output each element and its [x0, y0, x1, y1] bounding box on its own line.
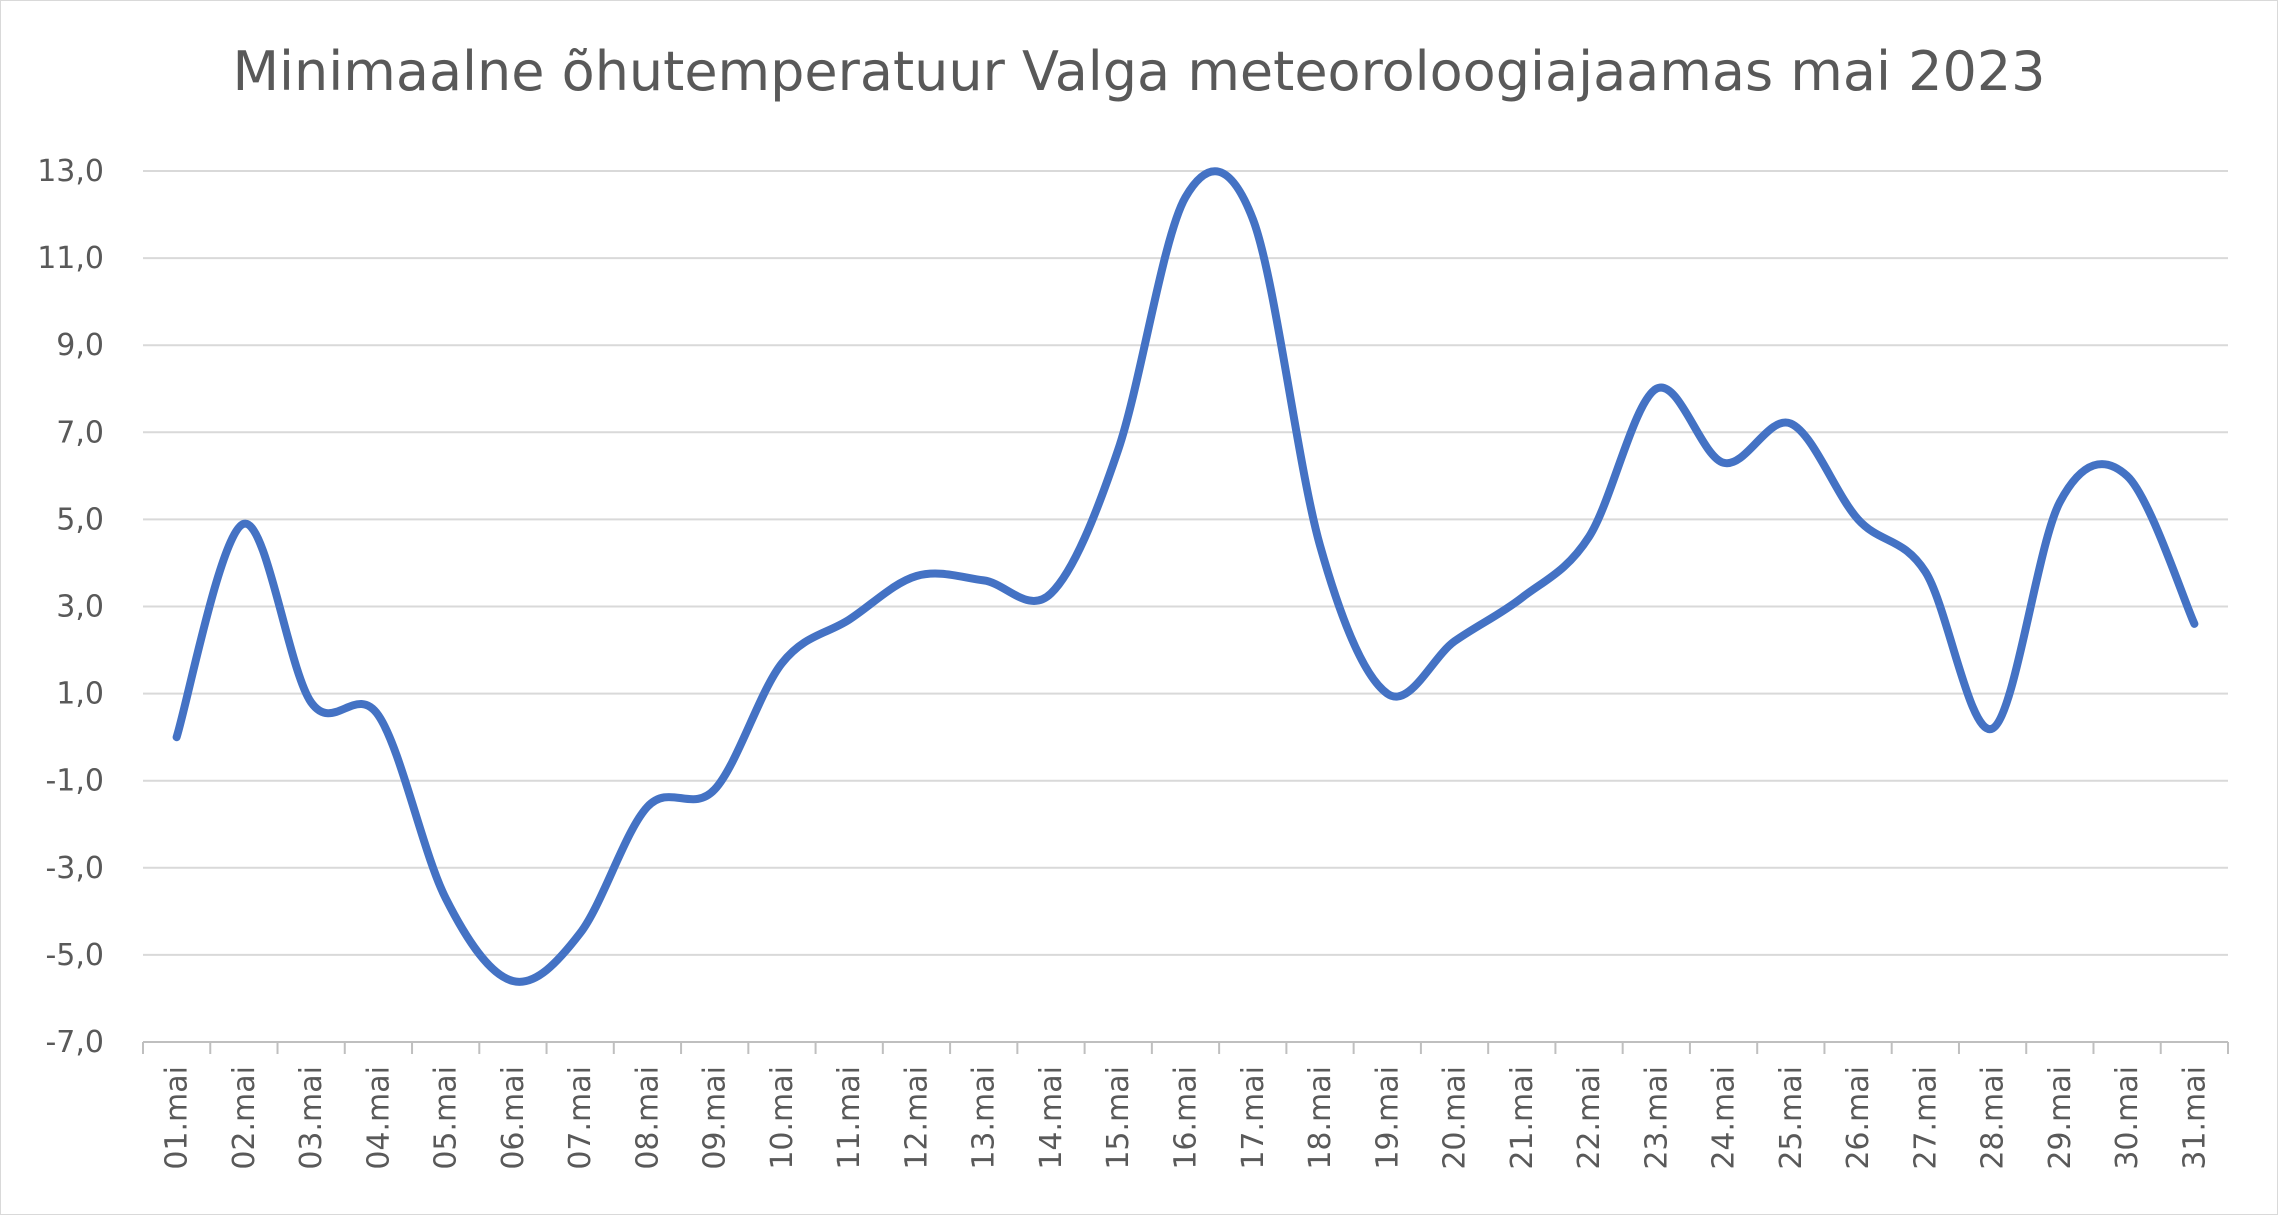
x-tick-label: 26.mai [1841, 1066, 1876, 1170]
x-tick-label: 20.mai [1438, 1066, 1473, 1170]
x-tick-label: 06.mai [496, 1066, 531, 1170]
y-tick-label: -5,0 [45, 938, 104, 973]
x-tick-label: 13.mai [967, 1066, 1002, 1170]
x-tick-label: 30.mai [2110, 1066, 2145, 1170]
x-tick-label: 28.mai [1976, 1066, 2011, 1170]
data-point [1383, 690, 1391, 698]
x-tick-label: 17.mai [1236, 1066, 1271, 1170]
axes [142, 1041, 2229, 1054]
x-tick-label: 24.mai [1707, 1066, 1742, 1170]
y-tick-label: -1,0 [45, 764, 104, 799]
data-point [1921, 568, 1929, 576]
x-tick-label: 01.mai [160, 1066, 195, 1170]
x-tick-label: 04.mai [361, 1066, 396, 1170]
x-tick-label: 12.mai [899, 1066, 934, 1170]
data-point [1114, 446, 1122, 454]
data-point [576, 929, 584, 937]
x-tick-label: 19.mai [1370, 1066, 1405, 1170]
x-tick-label: 25.mai [1774, 1066, 1809, 1170]
data-point [1451, 637, 1459, 645]
data-point [442, 894, 450, 902]
x-tick-label: 18.mai [1303, 1066, 1338, 1170]
data-point [1720, 459, 1728, 467]
x-tick-label: 07.mai [563, 1066, 598, 1170]
grid-lines [143, 170, 2228, 956]
data-point [912, 572, 920, 580]
y-tick-label: 7,0 [56, 415, 104, 450]
x-tick-label: 27.mai [1908, 1066, 1943, 1170]
data-point [1652, 385, 1660, 393]
x-tick-label: 29.mai [2043, 1066, 2078, 1170]
x-tick-label: 23.mai [1639, 1066, 1674, 1170]
data-point [307, 698, 315, 706]
x-tick-label: 11.mai [832, 1066, 867, 1170]
y-tick-label: 1,0 [56, 677, 104, 712]
data-point [1182, 193, 1190, 201]
y-tick-label: 3,0 [56, 590, 104, 625]
x-tick-label: 02.mai [227, 1066, 262, 1170]
data-point [1989, 724, 1997, 732]
x-tick-label: 03.mai [294, 1066, 329, 1170]
data-point [2056, 498, 2064, 506]
x-tick-label: 09.mai [698, 1066, 733, 1170]
data-point [980, 576, 988, 584]
x-tick-label: 31.mai [2177, 1066, 2212, 1170]
tick-labels: 13,0 11,0 9,0 7,0 5,0 3,0 1,0 -1,0 -3,0 -5,0 -7,0 0… [37, 154, 2212, 1170]
y-tick-label: 11,0 [37, 241, 104, 276]
x-tick-label: 16.mai [1169, 1066, 1204, 1170]
series-layer [172, 167, 2199, 986]
data-point [1585, 533, 1593, 541]
x-tick-label: 05.mai [429, 1066, 464, 1170]
data-point [2190, 620, 2198, 628]
y-tick-label: -7,0 [45, 1025, 104, 1060]
x-tick-label: 08.mai [630, 1066, 665, 1170]
data-point [711, 785, 719, 793]
data-point [845, 616, 853, 624]
data-point [374, 711, 382, 719]
data-point [778, 659, 786, 667]
y-tick-label: 5,0 [56, 502, 104, 537]
data-point [1249, 215, 1257, 223]
y-tick-label: -3,0 [45, 851, 104, 886]
x-tick-label: 10.mai [765, 1066, 800, 1170]
data-point [509, 977, 517, 985]
data-point [643, 803, 651, 811]
data-point [1518, 594, 1526, 602]
data-point [1787, 420, 1795, 428]
data-point [2123, 472, 2131, 480]
x-tick-label: 15.mai [1101, 1066, 1136, 1170]
data-point [1854, 515, 1862, 523]
data-point [240, 520, 248, 528]
chart-title: Minimaalne õhutemperatuur Valga meteorol… [232, 40, 2046, 103]
data-point [1047, 589, 1055, 597]
data-point [1316, 542, 1324, 550]
x-tick-label: 22.mai [1572, 1066, 1607, 1170]
data-point [173, 733, 181, 741]
x-tick-label: 14.mai [1034, 1066, 1069, 1170]
x-tick-label: 21.mai [1505, 1066, 1540, 1170]
y-tick-label: 13,0 [37, 154, 104, 189]
y-tick-label: 9,0 [56, 328, 104, 363]
series-line [172, 167, 2199, 986]
